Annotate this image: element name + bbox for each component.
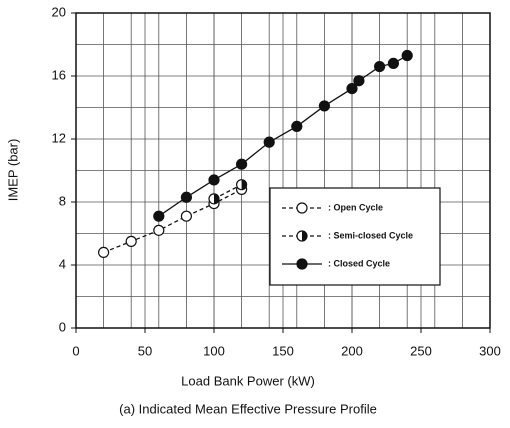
marker <box>263 136 275 148</box>
marker <box>318 100 330 112</box>
marker <box>401 49 413 62</box>
x-tick-label: 0 <box>72 343 79 358</box>
caption: (a) Indicated Mean Effective Pressure Pr… <box>119 401 377 416</box>
y-tick-label: 20 <box>52 4 66 19</box>
legend-label: : Closed Cycle <box>328 258 390 268</box>
marker <box>296 202 308 214</box>
x-tick-label: 200 <box>341 343 363 358</box>
y-tick-label: 12 <box>52 130 66 145</box>
marker <box>180 191 192 203</box>
marker <box>296 230 308 242</box>
y-tick-label: 16 <box>52 67 66 82</box>
marker <box>374 60 386 73</box>
y-tick-label: 8 <box>59 193 66 208</box>
marker <box>125 235 137 247</box>
marker <box>208 193 220 205</box>
x-tick-label: 50 <box>138 343 152 358</box>
marker <box>346 82 358 95</box>
marker <box>291 120 303 133</box>
marker <box>296 258 308 270</box>
marker-circle <box>401 49 413 62</box>
marker-circle <box>180 191 192 203</box>
x-tick-label: 100 <box>203 343 225 358</box>
x-tick-label: 300 <box>479 343 501 358</box>
marker-half <box>302 231 307 241</box>
marker-circle <box>236 158 248 170</box>
marker-circle <box>153 210 165 222</box>
series-line <box>213 184 242 200</box>
marker <box>208 174 220 186</box>
legend-label: : Semi-closed Cycle <box>328 230 413 240</box>
x-tick-label: 250 <box>410 343 432 358</box>
marker-circle <box>291 120 303 133</box>
marker-circle <box>263 136 275 148</box>
marker-circle <box>180 210 192 222</box>
marker <box>180 210 192 222</box>
marker-half <box>241 179 247 190</box>
x-tick-label: 150 <box>272 343 294 358</box>
series-line <box>103 188 242 254</box>
marker <box>236 179 248 191</box>
marker-circle <box>374 60 386 73</box>
marker-circle <box>318 100 330 112</box>
marker-circle <box>387 57 399 70</box>
marker <box>153 224 165 236</box>
marker <box>153 210 165 222</box>
marker-circle <box>153 224 165 236</box>
marker <box>97 246 110 258</box>
marker-circle <box>296 258 308 270</box>
marker-circle <box>353 75 365 87</box>
marker-circle <box>296 202 308 214</box>
plot-frame <box>75 12 491 329</box>
marker-half <box>214 193 219 204</box>
marker-circle <box>208 174 220 186</box>
marker-circle <box>125 235 137 247</box>
y-tick-label: 4 <box>59 256 66 271</box>
legend-label: : Open Cycle <box>328 202 383 212</box>
y-tick-label: 0 <box>59 319 66 334</box>
marker <box>387 57 399 70</box>
marker-circle <box>97 246 110 258</box>
y-axis-label: IMEP (bar) <box>5 139 20 202</box>
x-axis-label: Load Bank Power (kW) <box>181 373 315 388</box>
marker <box>236 158 248 170</box>
marker <box>353 75 365 87</box>
marker-circle <box>346 82 358 95</box>
